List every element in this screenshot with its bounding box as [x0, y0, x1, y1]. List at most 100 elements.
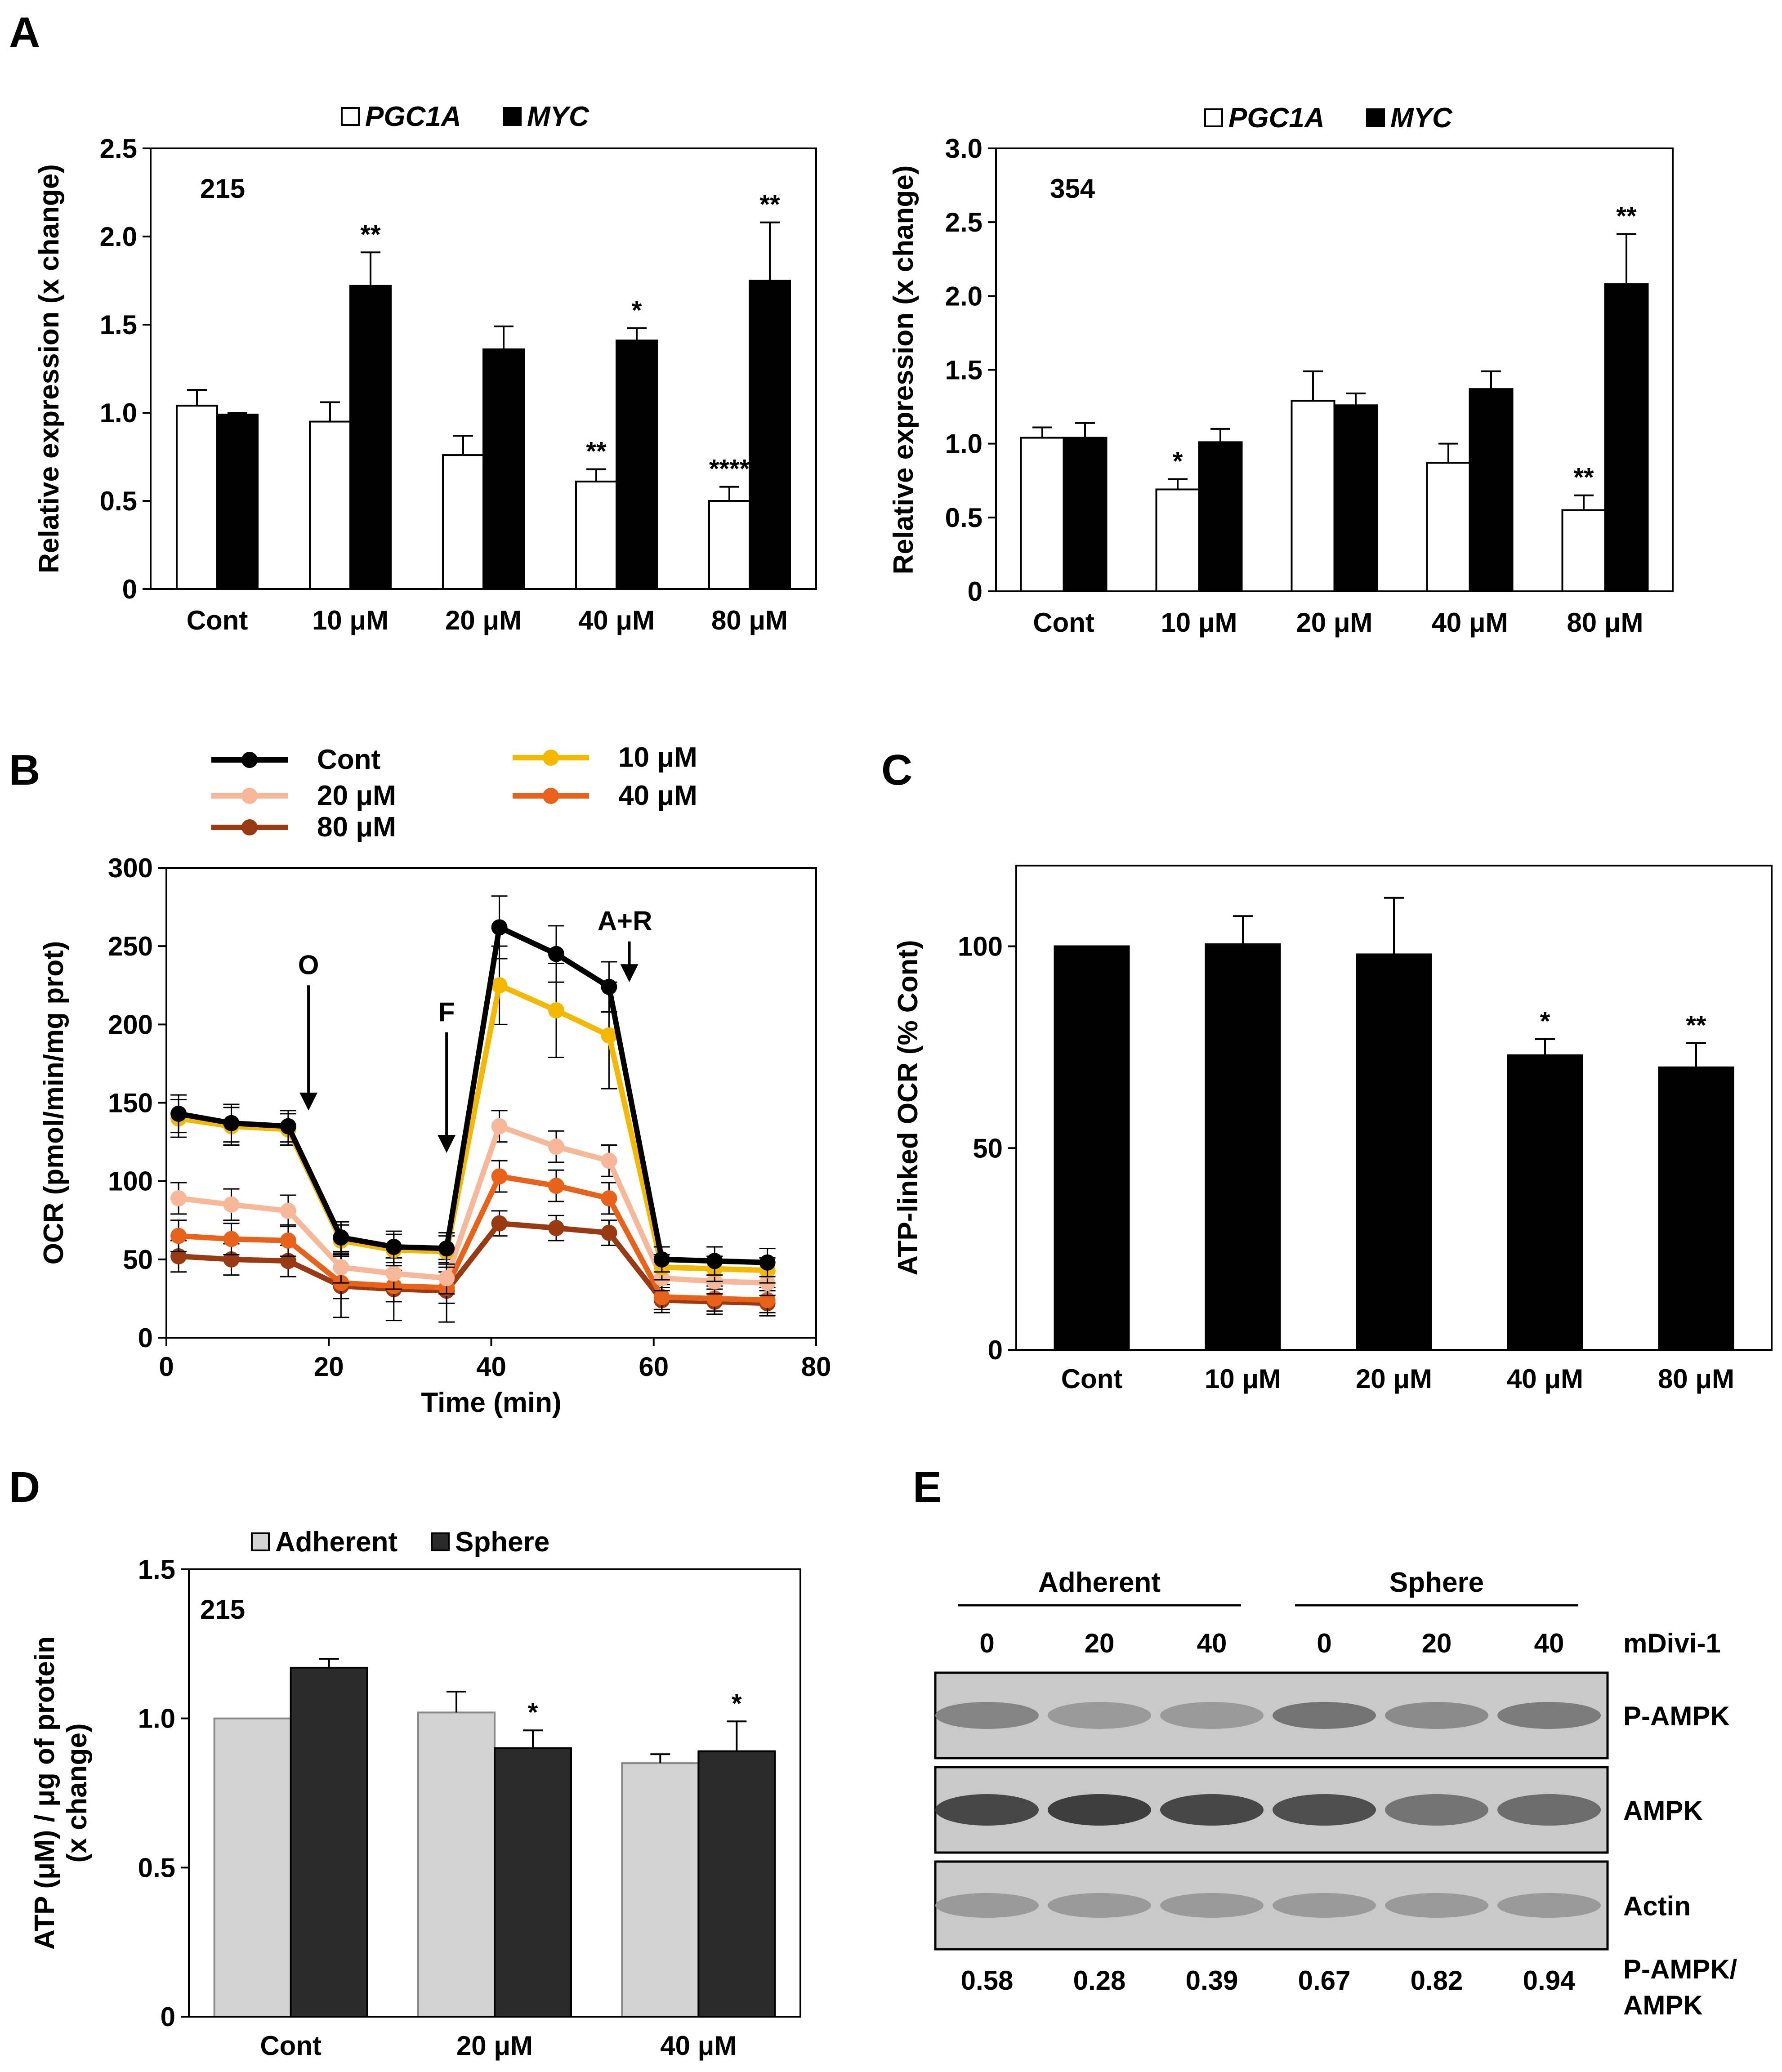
y-tick-label: 0.5 [138, 1853, 175, 1883]
legend-label: PGC1A [1228, 103, 1325, 134]
y-tick-label: 0 [968, 576, 983, 607]
y-axis-label: Relative expression (x change) [34, 164, 65, 573]
y-axis-label: ATP (μM) / μg of protein [29, 1636, 60, 1950]
bar [1054, 945, 1130, 1351]
blot-band [1273, 1794, 1376, 1826]
bar [616, 339, 658, 590]
y-tick-label: 0 [122, 574, 137, 604]
legend-marker [241, 752, 258, 768]
series-line [178, 1123, 768, 1286]
significance-marker: **** [709, 455, 750, 484]
legend-swatch [431, 1532, 450, 1551]
plot-frame [1015, 865, 1773, 1351]
blot-panel [934, 1671, 1609, 1759]
bar [1205, 943, 1281, 1351]
data-point [491, 1118, 508, 1134]
data-point [601, 1224, 617, 1241]
annotation-label: A+R [598, 906, 652, 936]
data-point [438, 1240, 455, 1257]
significance-marker: ** [759, 190, 780, 219]
chart-b-ocr: 0 50 100 150 200 250 300 0 20 40 60 80 O F A+R Time (mi… [38, 742, 831, 1418]
y-tick-label: 100 [958, 932, 1003, 962]
bar [697, 1750, 776, 2018]
y-tick-label: 0.5 [100, 486, 137, 516]
cell-line-label: 354 [1050, 174, 1095, 204]
legend-marker [543, 750, 559, 766]
group-label: Adherent [1038, 1567, 1161, 1598]
legend: PGC1A MYC [1204, 103, 1453, 134]
data-point [223, 1231, 240, 1247]
blot-band [935, 1893, 1039, 1918]
bar [213, 1717, 292, 2018]
lane-label: 40 [1534, 1628, 1564, 1658]
x-category-label: 10 μM [312, 605, 389, 635]
legend: PGC1A MYC [341, 101, 590, 132]
data-point [601, 1190, 617, 1206]
bar [417, 1711, 496, 2018]
bar [1020, 437, 1065, 592]
blot-row-ampk [934, 1766, 1609, 1854]
series-3 [170, 1160, 776, 1313]
ratio-value: 0.94 [1523, 1965, 1576, 1996]
data-point [280, 1202, 296, 1219]
bar [1356, 953, 1432, 1351]
significance-marker: ** [1686, 1011, 1706, 1040]
y-axis-label: OCR (pmol/min/mg prot) [38, 941, 69, 1265]
legend-marker [241, 819, 258, 835]
x-category-label: 20 μM [1356, 1364, 1432, 1394]
legend-label: 40 μM [618, 780, 697, 811]
data-point [223, 1196, 240, 1213]
legend-label: MYC [527, 101, 590, 132]
x-tick-label: 40 [476, 1352, 506, 1382]
legend-label: 80 μM [317, 812, 396, 843]
blot-band [1385, 1794, 1488, 1826]
data-point [548, 1178, 564, 1194]
data-point [601, 1152, 617, 1169]
bar [749, 280, 791, 590]
series-line [178, 924, 768, 1265]
blot-band [1273, 1893, 1376, 1918]
legend-swatch [251, 1532, 270, 1551]
x-category-label: 20 μM [445, 605, 522, 635]
blot-band [1497, 1794, 1601, 1826]
x-tick-label: 80 [801, 1352, 831, 1382]
cell-line-label: 215 [200, 1594, 245, 1625]
blot-row-actin [934, 1860, 1609, 1951]
chart-c-atp-linked-ocr: 0 50 100 Cont 10 μM 20 μM 40 μM * 80 μM ** ATP-lin… [893, 865, 1773, 1394]
western-blot: Adherent Sphere 0 20 40 0 20 40 mDivi-1 P-AMPK AMP… [934, 1567, 1737, 2020]
significance-marker: * [732, 1689, 742, 1718]
significance-marker: * [632, 296, 642, 325]
y-tick-label: 1.0 [138, 1704, 175, 1734]
y-tick-label: 1.5 [100, 310, 137, 340]
x-category-label: 20 μM [1296, 607, 1372, 638]
x-category-label: Cont [1033, 607, 1094, 638]
legend-swatch [341, 107, 360, 126]
bar [349, 285, 392, 590]
legend-marker [241, 788, 258, 804]
bar [1198, 441, 1243, 593]
y-tick-label: 50 [123, 1245, 153, 1275]
blot-band [1160, 1794, 1264, 1826]
plot-frame [188, 1568, 801, 2018]
blot-band [1160, 1702, 1264, 1729]
blot-band [1497, 1702, 1601, 1729]
chart-d-atp: 0 0.5 1.0 1.5 Cont 20 μM * 40 μM * 215 ATP (μM) / … [29, 1527, 801, 2061]
blot-band [1497, 1893, 1601, 1918]
data-point [706, 1253, 723, 1269]
annotation-arrow-head [299, 1092, 318, 1111]
y-tick-label: 2.5 [945, 207, 983, 237]
panel-label-b: B [9, 746, 40, 794]
ratio-label: P-AMPK/ [1623, 1954, 1737, 1984]
data-point [548, 1220, 564, 1237]
bar [176, 405, 218, 590]
y-tick-label: 0 [988, 1335, 1003, 1365]
group-label: Sphere [1389, 1567, 1484, 1598]
panel-label-d: D [9, 1463, 40, 1511]
legend-swatch [1204, 108, 1223, 127]
ratio-value: 0.28 [1073, 1965, 1126, 1996]
significance-marker: ** [1573, 463, 1594, 492]
annotation-label: O [298, 950, 319, 980]
y-tick-label: 300 [108, 853, 153, 883]
data-point [333, 1259, 349, 1276]
blot-band [1385, 1702, 1488, 1729]
